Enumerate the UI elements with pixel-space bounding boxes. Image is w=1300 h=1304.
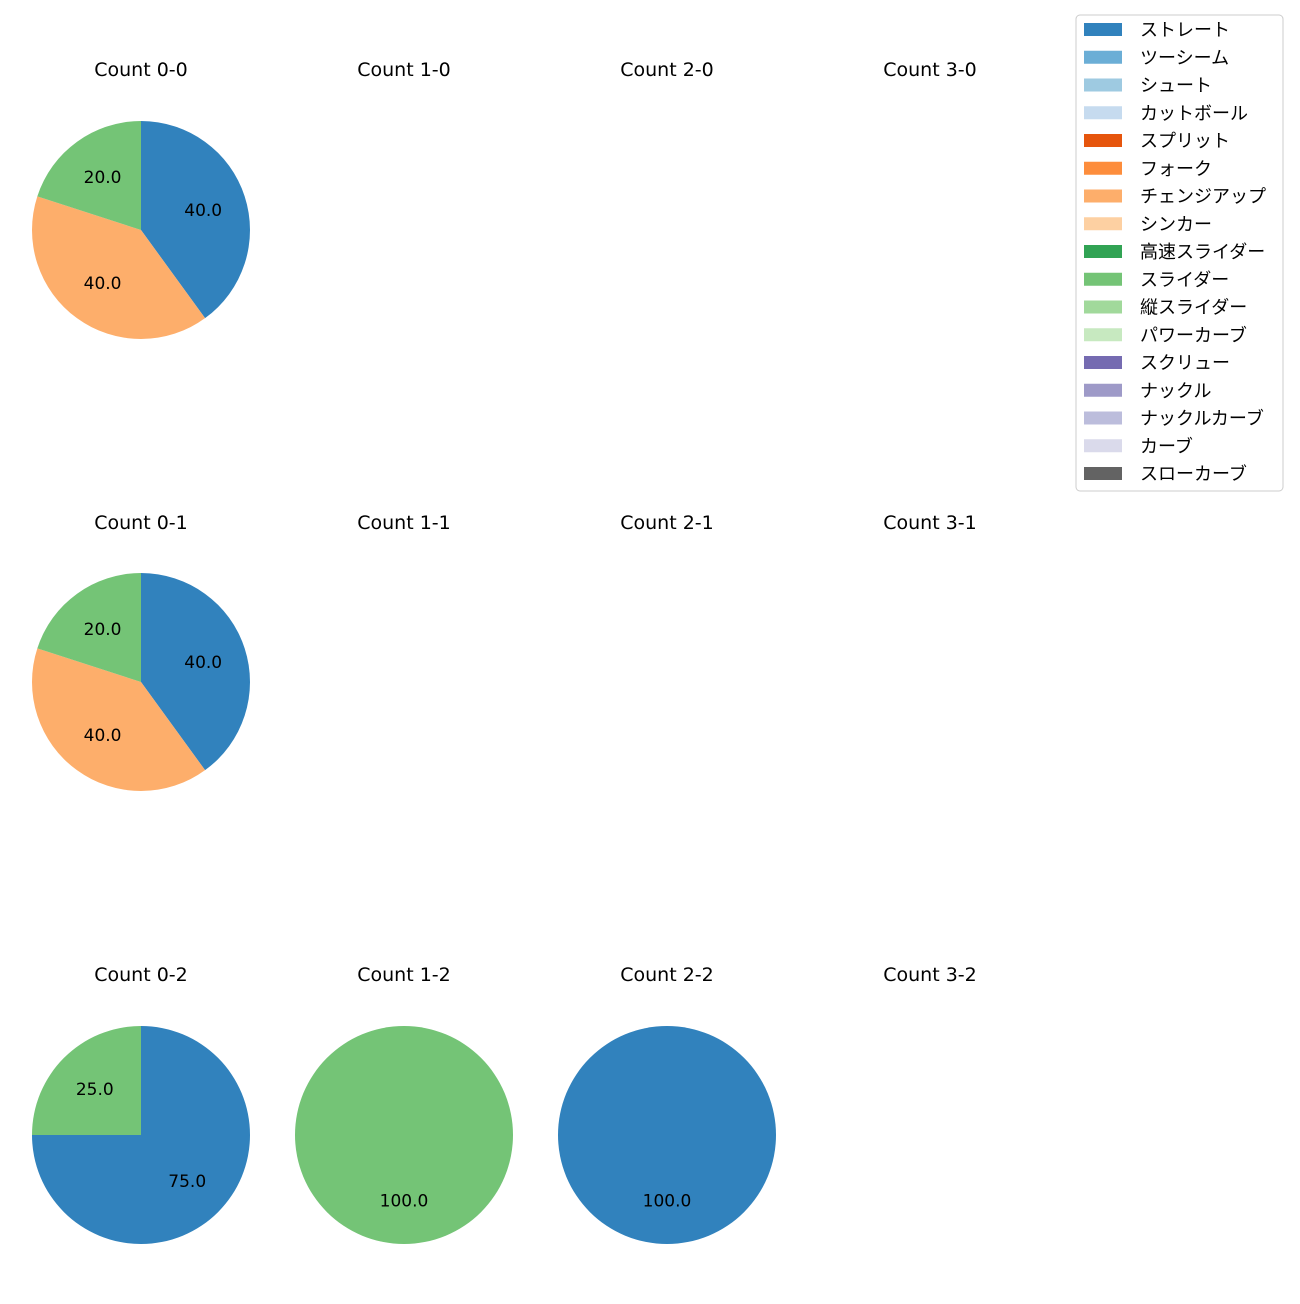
panel-title: Count 3-2 xyxy=(883,964,977,986)
legend-swatch xyxy=(1084,272,1122,286)
slice-label: 100.0 xyxy=(643,1191,692,1211)
slice-label: 40.0 xyxy=(84,274,122,294)
pie-slice xyxy=(37,573,141,682)
pie-panel: Count 2-1 xyxy=(620,512,714,534)
legend-swatch xyxy=(1084,328,1122,342)
pie-panel: Count 3-0 xyxy=(883,59,977,81)
legend-swatch xyxy=(1084,106,1122,120)
panel-title: Count 2-1 xyxy=(620,512,714,534)
panel-title: Count 0-1 xyxy=(94,512,188,534)
legend-swatch xyxy=(1084,300,1122,314)
legend-label: パワーカーブ xyxy=(1140,324,1247,346)
legend-label: ナックル xyxy=(1140,381,1211,402)
pie-panel: Count 2-0 xyxy=(620,59,714,81)
legend-label: スローカーブ xyxy=(1140,463,1247,485)
pie-panel: Count 1-0 xyxy=(357,59,451,81)
legend-label: カーブ xyxy=(1140,435,1193,457)
panel-title: Count 2-0 xyxy=(620,59,714,81)
legend-swatch xyxy=(1084,161,1122,175)
pie-panel: Count 0-0 40.0 40.0 20.0 xyxy=(31,59,250,340)
legend-swatch xyxy=(1084,78,1122,92)
slice-label: 100.0 xyxy=(380,1191,429,1211)
pie-slice xyxy=(31,196,206,340)
legend-label: スプリット xyxy=(1140,131,1230,152)
slice-label: 40.0 xyxy=(184,201,222,221)
slice-label: 75.0 xyxy=(168,1172,206,1192)
panel-title: Count 2-2 xyxy=(620,964,714,986)
legend-swatch xyxy=(1084,383,1122,397)
pie-slice xyxy=(141,121,250,319)
pie-panels: Count 0-0 40.0 40.0 20.0 Count 1-0 Count 2-0 C… xyxy=(31,59,977,1244)
legend-swatch xyxy=(1084,245,1122,258)
panel-title: Count 1-0 xyxy=(357,59,451,81)
legend-label: シンカー xyxy=(1140,214,1212,235)
slice-label: 20.0 xyxy=(84,168,122,188)
legend: ストレートツーシームシュートカットボールスプリットフォークチェンジアップシンカー… xyxy=(1075,14,1284,492)
legend-label: 高速スライダー xyxy=(1140,242,1265,263)
slice-label: 40.0 xyxy=(84,726,122,746)
legend-swatch xyxy=(1084,50,1122,64)
legend-label: スクリュー xyxy=(1140,353,1230,374)
legend-label: スライダー xyxy=(1140,270,1229,291)
pie-panel: Count 2-2 100.0 xyxy=(558,964,776,1244)
legend-swatch xyxy=(1084,23,1122,36)
legend-swatch xyxy=(1084,467,1122,480)
legend-label: 縦スライダー xyxy=(1140,298,1247,319)
legend-frame xyxy=(1075,14,1284,492)
pie-slice xyxy=(141,573,250,771)
panel-title: Count 0-2 xyxy=(94,964,188,986)
legend-swatch xyxy=(1084,439,1122,453)
slice-label: 25.0 xyxy=(76,1080,114,1100)
pie-slice xyxy=(37,121,141,230)
pie-slice xyxy=(31,648,206,792)
pie-panel: Count 3-1 xyxy=(883,512,977,534)
pie-panel: Count 0-2 75.0 25.0 xyxy=(32,964,250,1244)
legend-label: フォーク xyxy=(1140,159,1212,180)
legend-label: ナックルカーブ xyxy=(1140,408,1264,430)
legend-swatch xyxy=(1084,356,1122,369)
pie-panel: Count 1-2 100.0 xyxy=(295,964,513,1244)
pie-panel: Count 3-2 xyxy=(883,964,977,986)
pie-panel: Count 0-1 40.0 40.0 20.0 xyxy=(31,512,250,792)
legend-label: ストレート xyxy=(1140,20,1230,41)
pie-slice xyxy=(558,1026,776,1244)
legend-swatch xyxy=(1084,411,1122,425)
legend-label: カットボール xyxy=(1140,103,1248,124)
legend-label: シュート xyxy=(1140,76,1212,97)
pie-slice xyxy=(32,1026,141,1135)
panel-title: Count 3-1 xyxy=(883,512,977,534)
legend-swatch xyxy=(1084,217,1122,231)
panel-title: Count 1-2 xyxy=(357,964,451,986)
legend-label: ツーシーム xyxy=(1140,48,1229,69)
panel-title: Count 1-1 xyxy=(357,512,451,534)
pie-slice xyxy=(295,1026,513,1244)
legend-label: チェンジアップ xyxy=(1140,187,1266,208)
slice-label: 20.0 xyxy=(84,620,122,640)
legend-swatch xyxy=(1084,134,1122,147)
panel-title: Count 3-0 xyxy=(883,59,977,81)
pie-panel: Count 1-1 xyxy=(357,512,451,534)
slice-label: 40.0 xyxy=(184,653,222,673)
legend-swatch xyxy=(1084,189,1122,203)
panel-title: Count 0-0 xyxy=(94,59,188,81)
